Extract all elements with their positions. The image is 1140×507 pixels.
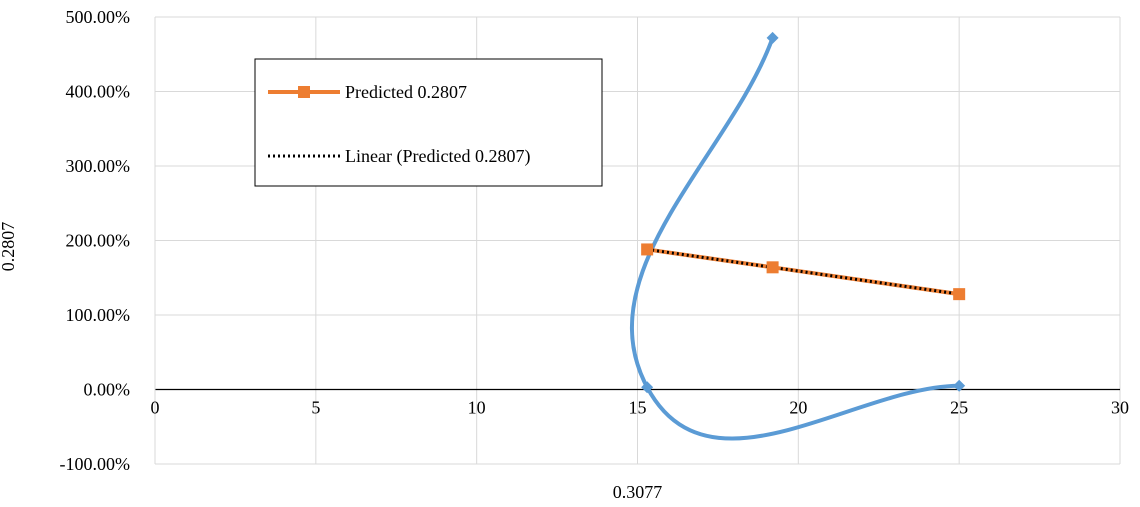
legend-box bbox=[254, 58, 603, 187]
x-tick-labels: 0 5 10 15 20 25 30 bbox=[151, 398, 1130, 418]
x-tick-label: 25 bbox=[950, 398, 968, 418]
x-axis-title: 0.3077 bbox=[613, 482, 663, 502]
series-predicted-point bbox=[641, 243, 654, 256]
series-1-point bbox=[953, 379, 966, 392]
series-predicted-point bbox=[766, 261, 779, 274]
series-predicted-line bbox=[646, 247, 960, 297]
y-tick-label: 500.00% bbox=[66, 7, 131, 27]
x-tick-label: 10 bbox=[468, 398, 486, 418]
y-tick-label: 400.00% bbox=[66, 82, 131, 102]
x-tick-label: 15 bbox=[629, 398, 647, 418]
x-tick-label: 5 bbox=[311, 398, 320, 418]
legend-label-predicted: Predicted 0.2807 bbox=[345, 82, 467, 102]
series-1-point bbox=[766, 31, 779, 44]
y-axis-title: 0.2807 bbox=[0, 222, 18, 272]
legend: Predicted 0.2807 Linear (Predicted 0.280… bbox=[254, 58, 603, 187]
y-tick-label: 300.00% bbox=[66, 156, 131, 176]
legend-marker-predicted bbox=[298, 86, 310, 98]
y-tick-label: -100.00% bbox=[60, 454, 131, 474]
x-tick-label: 0 bbox=[151, 398, 160, 418]
series-1-line bbox=[629, 37, 960, 441]
series-predicted-point bbox=[953, 288, 966, 301]
y-tick-labels: 500.00% 400.00% 300.00% 200.00% 100.00% 0.00%… bbox=[60, 7, 131, 474]
y-tick-label: 100.00% bbox=[66, 305, 131, 325]
x-tick-label: 30 bbox=[1111, 398, 1129, 418]
series-1-point bbox=[641, 381, 654, 394]
series-layer bbox=[629, 31, 966, 441]
x-tick-label: 20 bbox=[789, 398, 807, 418]
y-tick-label: 0.00% bbox=[84, 380, 131, 400]
legend-label-trendline: Linear (Predicted 0.2807) bbox=[345, 146, 530, 167]
y-tick-label: 200.00% bbox=[66, 231, 131, 251]
